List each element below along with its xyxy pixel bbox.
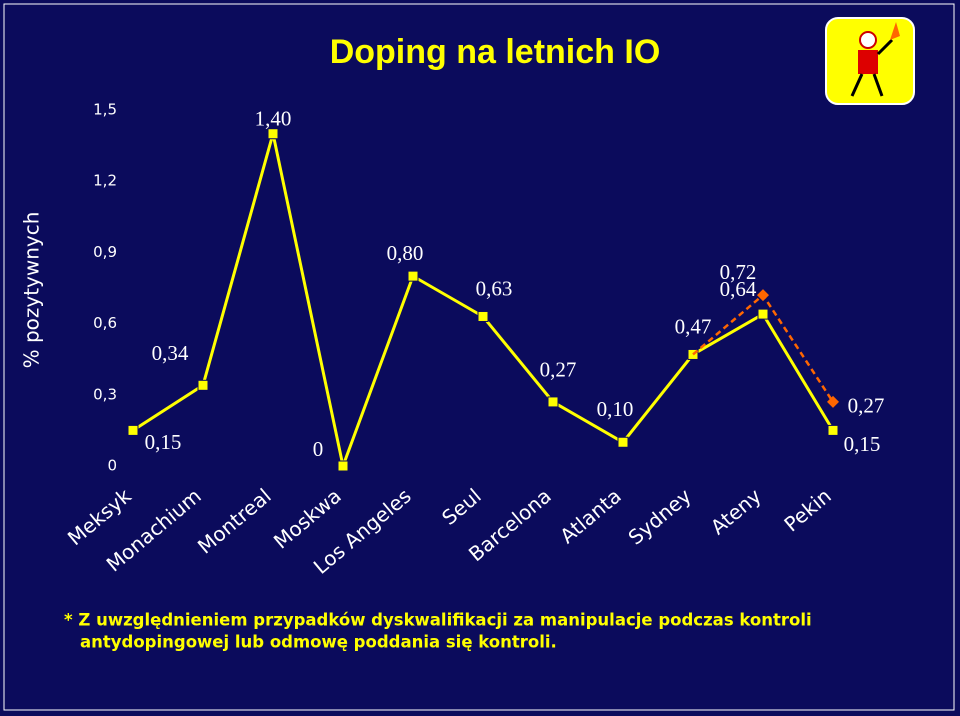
data-label: 0,72 — [720, 260, 757, 284]
y-tick-label: 1,2 — [93, 172, 117, 190]
data-label: 0,10 — [597, 397, 634, 421]
y-tick-label: 0 — [107, 457, 117, 475]
data-label: 0,47 — [675, 314, 712, 338]
chart-title: Doping na letnich IO — [330, 33, 661, 71]
footnote: antydopingowej lub odmowę poddania się k… — [80, 633, 557, 652]
data-label: 1,40 — [255, 107, 292, 131]
data-label: 0 — [313, 437, 324, 461]
y-tick-label: 0,3 — [93, 385, 117, 403]
data-label: 0,34 — [152, 341, 189, 365]
marker — [827, 395, 839, 408]
marker — [267, 128, 279, 140]
marker — [337, 460, 349, 472]
data-label: 0,80 — [387, 241, 424, 265]
marker — [617, 436, 629, 448]
data-label: 0,27 — [848, 394, 885, 418]
marker — [757, 308, 769, 320]
y-axis-label: % pozytywnych — [20, 212, 44, 369]
data-label: 0,15 — [844, 432, 881, 456]
marker — [477, 310, 489, 322]
marker — [827, 424, 839, 436]
data-label: 0,64 — [720, 277, 757, 301]
marker — [197, 379, 209, 391]
marker — [407, 270, 419, 282]
logo — [825, 17, 915, 105]
marker — [547, 396, 559, 408]
footnote: * Z uwzględnieniem przypadków dyskwalifi… — [64, 611, 812, 630]
data-label: 0,15 — [145, 430, 182, 454]
frame — [3, 3, 955, 711]
data-label: 0,27 — [540, 358, 577, 382]
marker — [757, 289, 769, 302]
y-tick-label: 0,6 — [93, 314, 117, 332]
data-label: 0,63 — [476, 276, 513, 300]
marker — [127, 424, 139, 436]
y-tick-label: 0,9 — [93, 243, 117, 261]
y-tick-label: 1,5 — [93, 101, 117, 119]
